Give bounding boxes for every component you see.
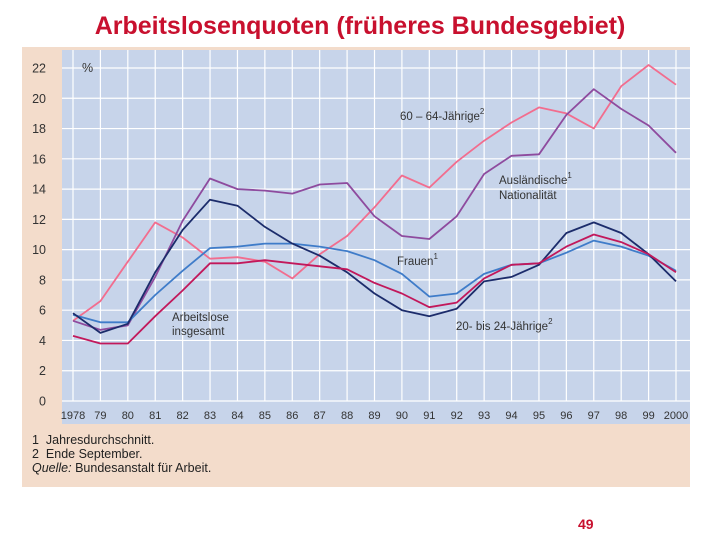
x-tick-label: 79: [94, 410, 106, 422]
x-tick-label: 86: [286, 410, 298, 422]
x-tick-label: 82: [177, 410, 189, 422]
x-tick-label: 92: [451, 410, 463, 422]
series-label-auslaendische: Ausländische1: [499, 171, 572, 187]
series-lines: [72, 64, 677, 345]
x-tick-label: 2000: [664, 410, 688, 422]
series-label-footnote-mark: 1: [433, 252, 438, 261]
y-tick-label: 0: [39, 395, 46, 409]
footnote-2: 2 Ende September.: [32, 447, 143, 461]
plot-area: [62, 50, 690, 424]
y-tick-label: 16: [32, 152, 46, 166]
y-tick-label: 6: [39, 304, 46, 318]
x-tick-label: 83: [204, 410, 216, 422]
series-label-insgesamt: insgesamt: [172, 326, 225, 338]
chart-figure: 0 2 4 6 8 10 12 14 16 18 20 22 1978 79 80 81 82 83 84 85 86…: [22, 47, 690, 487]
series-line-s20_24: [72, 233, 677, 345]
source-note: Quelle: Bundesanstalt für Arbeit.: [32, 461, 211, 475]
y-axis-label: %: [82, 61, 93, 75]
x-tick-label: 90: [396, 410, 408, 422]
series-line-frauen: [72, 239, 677, 324]
x-tick-label: 98: [615, 410, 627, 422]
x-tick-label: 97: [588, 410, 600, 422]
x-tick-label: 1978: [61, 410, 85, 422]
x-axis-ticks: 1978 79 80 81 82 83 84 85 86 87 88 89 90 91 92 93 94 95 96…: [61, 410, 688, 422]
x-tick-label: 85: [259, 410, 271, 422]
y-tick-label: 4: [39, 334, 46, 348]
x-tick-label: 84: [231, 410, 243, 422]
footnote-1: 1 Jahresdurchschnitt.: [32, 433, 155, 447]
x-tick-label: 87: [314, 410, 326, 422]
series-label-footnote-mark: 1: [567, 171, 572, 180]
y-tick-label: 2: [39, 364, 46, 378]
footnotes: 1 Jahresdurchschnitt. 2 Ende September. …: [32, 433, 211, 475]
x-tick-label: 89: [368, 410, 380, 422]
series-label-s20_24: 20- bis 24-Jährige2: [456, 317, 553, 333]
series-label-footnote-mark: 2: [548, 317, 553, 326]
y-tick-label: 10: [32, 243, 46, 257]
y-tick-label: 20: [32, 92, 46, 106]
series-line-auslaendische: [72, 88, 677, 331]
x-tick-label: 91: [423, 410, 435, 422]
x-tick-label: 80: [122, 410, 134, 422]
y-axis-ticks: 0 2 4 6 8 10 12 14 16 18 20 22: [32, 62, 46, 409]
series-labels: 60 – 64-Jährige2 Ausländische1 Nationalitä…: [172, 107, 572, 338]
x-tick-label: 95: [533, 410, 545, 422]
slide-title: Arbeitslosenquoten (früheres Bundesgebie…: [94, 12, 626, 40]
y-tick-label: 12: [32, 213, 46, 227]
page-number: 49: [578, 516, 594, 532]
y-tick-label: 8: [39, 273, 46, 287]
gridlines: [62, 50, 690, 402]
series-line-s60_64: [72, 64, 677, 322]
x-tick-label: 99: [642, 410, 654, 422]
source-label: Quelle:: [32, 461, 72, 475]
series-label-footnote-mark: 2: [480, 107, 485, 116]
x-tick-label: 96: [560, 410, 572, 422]
x-tick-label: 94: [505, 410, 517, 422]
series-label-frauen: Frauen1: [397, 252, 438, 268]
x-tick-label: 93: [478, 410, 490, 422]
y-tick-label: 22: [32, 62, 46, 76]
series-label-auslaendische: Nationalität: [499, 190, 557, 202]
y-tick-label: 14: [32, 183, 46, 197]
source-text: Bundesanstalt für Arbeit.: [75, 461, 212, 475]
series-line-insgesamt: [72, 198, 677, 334]
x-tick-label: 81: [149, 410, 161, 422]
series-label-s60_64: 60 – 64-Jährige2: [400, 107, 485, 123]
y-tick-label: 18: [32, 122, 46, 136]
series-label-insgesamt: Arbeitslose: [172, 312, 229, 324]
x-tick-label: 88: [341, 410, 353, 422]
